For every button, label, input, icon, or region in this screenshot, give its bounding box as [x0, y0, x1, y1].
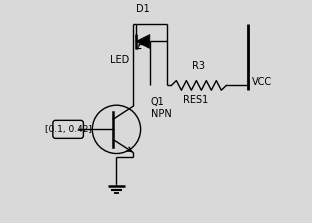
- Text: D1: D1: [136, 4, 150, 14]
- Text: RES1: RES1: [183, 95, 208, 105]
- Polygon shape: [136, 35, 150, 49]
- FancyBboxPatch shape: [53, 120, 83, 138]
- Text: R3: R3: [192, 61, 205, 71]
- Text: VCC: VCC: [251, 77, 272, 87]
- Text: LED: LED: [110, 55, 130, 65]
- Text: [0.1, 0.42]: [0.1, 0.42]: [45, 125, 91, 134]
- Text: NPN: NPN: [150, 109, 171, 119]
- Text: Q1: Q1: [150, 97, 164, 107]
